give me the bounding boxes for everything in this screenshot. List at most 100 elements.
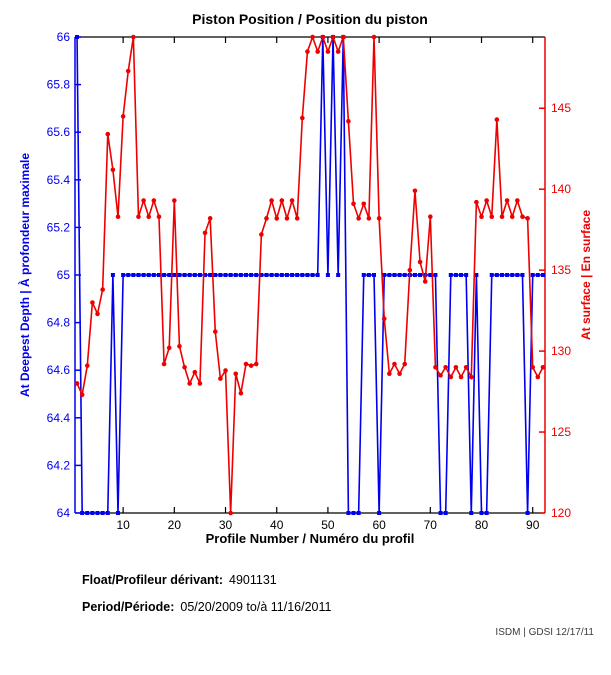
deepest-depth-marker: [121, 273, 126, 277]
deepest-depth-marker: [295, 273, 300, 277]
deepest-depth-marker: [233, 273, 238, 277]
deepest-depth-marker: [100, 511, 105, 515]
deepest-depth-marker: [136, 273, 141, 277]
surface-marker: [433, 364, 438, 370]
x-tick-label: 50: [321, 518, 335, 532]
surface-marker: [525, 216, 530, 221]
surface-marker: [315, 49, 320, 54]
deepest-depth-marker: [387, 273, 392, 277]
deepest-depth-marker: [274, 273, 279, 277]
deepest-depth-marker: [428, 273, 433, 277]
deepest-depth-marker: [382, 273, 387, 277]
surface-marker: [243, 361, 249, 367]
deepest-depth-marker: [392, 273, 397, 277]
surface-marker: [279, 198, 285, 203]
deepest-depth-marker: [540, 273, 545, 277]
deepest-depth-marker: [336, 273, 341, 277]
right-tick-label: 125: [551, 425, 571, 439]
deepest-depth-marker: [110, 273, 115, 277]
surface-marker: [212, 329, 218, 334]
deepest-depth-marker: [146, 273, 151, 277]
surface-marker: [90, 300, 95, 305]
deepest-depth-marker: [479, 511, 484, 515]
surface-marker: [494, 117, 500, 122]
surface-marker: [463, 364, 469, 370]
float-id-value: 4901131: [229, 573, 277, 587]
deepest-depth-marker: [535, 273, 540, 277]
deepest-depth-marker: [489, 273, 494, 277]
deepest-depth-marker: [499, 273, 504, 277]
surface-marker: [100, 287, 105, 292]
deepest-depth-marker: [443, 511, 448, 515]
left-tick-label: 65.6: [47, 125, 71, 139]
deepest-depth-marker: [305, 273, 310, 277]
surface-marker: [136, 214, 141, 220]
x-tick-label: 20: [168, 518, 182, 532]
deepest-depth-marker: [525, 511, 530, 515]
deepest-depth-marker: [238, 273, 243, 277]
surface-marker: [223, 368, 228, 373]
deepest-depth-marker: [208, 273, 213, 277]
deepest-depth-marker: [249, 273, 254, 277]
deepest-depth-marker: [90, 511, 95, 515]
surface-marker: [141, 198, 146, 203]
left-tick-label: 65.2: [47, 220, 71, 234]
deepest-depth-marker: [356, 511, 361, 515]
surface-marker: [294, 216, 300, 221]
surface-marker: [182, 364, 187, 370]
surface-marker: [330, 34, 336, 40]
surface-marker: [259, 232, 264, 237]
deepest-depth-marker: [279, 273, 284, 277]
surface-marker: [305, 49, 310, 54]
surface-marker: [207, 216, 213, 221]
deepest-depth-marker: [254, 273, 259, 277]
surface-marker: [177, 343, 182, 349]
surface-marker: [535, 374, 541, 380]
deepest-depth-marker: [290, 273, 295, 277]
surface-marker: [320, 34, 326, 40]
surface-marker: [172, 198, 177, 203]
surface-marker: [402, 361, 408, 367]
deepest-depth-marker: [151, 273, 156, 277]
surface-marker: [361, 201, 367, 207]
deepest-depth-marker: [310, 273, 315, 277]
deepest-depth-marker: [182, 273, 187, 277]
deepest-depth-marker: [203, 273, 208, 277]
x-tick-label: 40: [270, 518, 284, 532]
surface-marker: [351, 201, 356, 207]
surface-marker: [417, 259, 423, 265]
surface-marker: [443, 364, 448, 370]
deepest-depth-marker: [433, 273, 438, 277]
surface-marker: [499, 214, 505, 220]
surface-marker: [335, 49, 341, 54]
surface-marker: [110, 167, 116, 173]
surface-marker: [238, 390, 244, 396]
surface-marker: [453, 364, 459, 370]
surface-marker: [105, 131, 111, 137]
right-y-axis-label: At surface | En surface: [579, 209, 593, 341]
right-tick-label: 140: [551, 182, 571, 196]
period-line: Period/Période: 05/20/2009 to/à 11/16/201…: [82, 600, 331, 614]
surface-marker: [228, 510, 233, 516]
deepest-depth-marker: [300, 273, 305, 277]
deepest-depth-marker: [474, 273, 479, 277]
x-tick-label: 60: [372, 518, 386, 532]
deepest-depth-marker: [95, 511, 100, 515]
surface-marker: [474, 199, 479, 205]
deepest-depth-marker: [402, 273, 407, 277]
x-tick-label: 90: [526, 518, 540, 532]
surface-marker: [484, 198, 489, 203]
x-tick-label: 30: [219, 518, 233, 532]
surface-marker: [504, 198, 510, 203]
deepest-depth-marker: [85, 511, 90, 515]
float-id-line: Float/Profileur dérivant: 4901131: [82, 573, 277, 587]
surface-marker: [120, 114, 126, 119]
deepest-depth-marker: [484, 511, 489, 515]
deepest-depth-marker: [218, 273, 223, 277]
right-tick-label: 120: [551, 506, 571, 520]
right-tick-label: 145: [551, 101, 571, 115]
surface-marker: [346, 118, 351, 124]
deepest-depth-marker: [494, 273, 499, 277]
right-tick-label: 130: [551, 344, 571, 358]
deepest-depth-marker: [213, 273, 218, 277]
